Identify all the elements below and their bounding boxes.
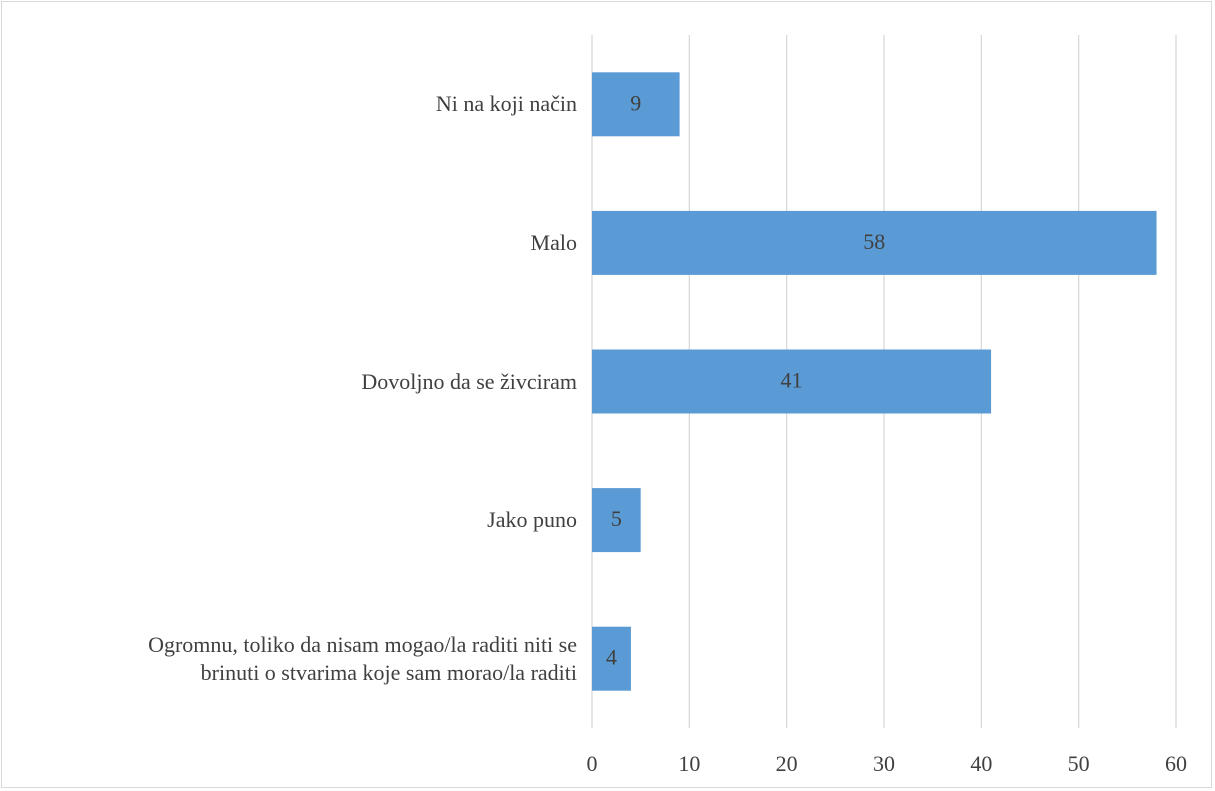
bar — [592, 72, 680, 137]
bar — [592, 210, 1157, 275]
value-label: 58 — [863, 229, 885, 254]
x-tick-label: 10 — [678, 751, 700, 776]
value-label: 41 — [781, 368, 803, 393]
y-tick-label: Malo — [530, 229, 577, 255]
bar — [592, 488, 641, 553]
y-tick-label: Ogromnu, toliko da nisam mogao/la raditi… — [148, 631, 577, 685]
x-tick-label: 0 — [587, 751, 598, 776]
value-label: 9 — [630, 90, 641, 115]
y-tick-label: Dovoljno da se živciram — [361, 368, 577, 394]
x-tick-label: 50 — [1068, 751, 1090, 776]
bar — [592, 349, 992, 414]
value-label: 5 — [611, 506, 622, 531]
y-tick-label: Ni na koji način — [435, 91, 577, 117]
value-label: 4 — [606, 645, 617, 670]
y-tick-label: Jako puno — [487, 507, 577, 533]
x-tick-label: 20 — [776, 751, 798, 776]
x-tick-label: 60 — [1165, 751, 1187, 776]
bar — [592, 626, 631, 691]
x-tick-label: 30 — [873, 751, 895, 776]
x-tick-label: 40 — [970, 751, 992, 776]
